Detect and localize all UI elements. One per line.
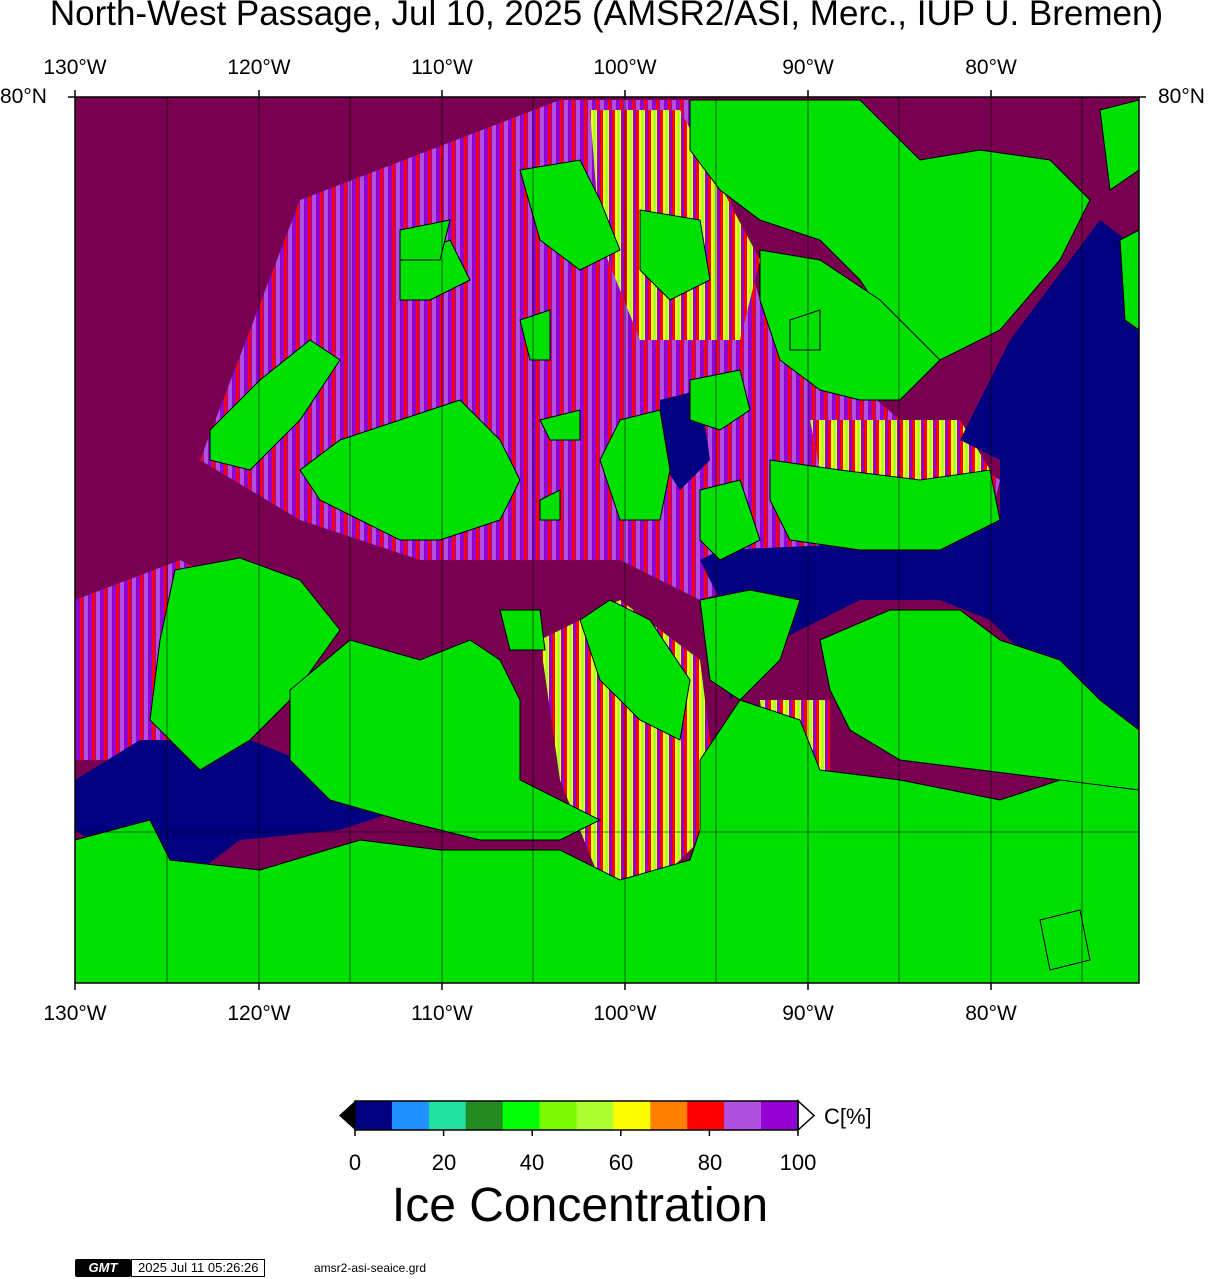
land-bathurst-island <box>599 409 671 521</box>
land-southampton <box>1039 909 1091 971</box>
lat-label-left-80n: 80°N <box>0 85 47 108</box>
colorbar-segment-7 <box>613 1101 651 1130</box>
colorbar-title: Ice Concentration <box>391 1179 769 1232</box>
colorbar-min-triangle <box>339 1101 355 1130</box>
lon-label-top-130w: 130°W <box>43 56 107 79</box>
map-title: North-West Passage, Jul 10, 2025 (AMSR2/… <box>49 0 1164 33</box>
land-victoria-island <box>289 639 602 841</box>
land-baffin-island <box>819 609 1139 791</box>
gmt-logo: GMT <box>75 1259 131 1277</box>
colorbar-tick-100: 100 <box>779 1150 817 1175</box>
land-islet-4 <box>499 609 546 651</box>
colorbar-tick-80: 80 <box>697 1150 723 1175</box>
lon-label-bottom-120w: 120°W <box>227 1002 291 1025</box>
lon-label-top-120w: 120°W <box>227 56 291 79</box>
colorbar-segment-11 <box>761 1101 799 1130</box>
lon-label-top-80w: 80°W <box>965 56 1017 79</box>
colorbar-segment-6 <box>576 1101 614 1130</box>
lat-label-right-80n: 80°N <box>1158 85 1205 108</box>
land-prince-of-wales-island <box>699 479 761 561</box>
colorbar-segment-0 <box>355 1101 393 1130</box>
land-axel-heiberg <box>759 249 941 401</box>
colorbar-max-triangle <box>797 1099 816 1132</box>
open-water-baffin <box>700 220 1139 740</box>
colorbar-segment-1 <box>391 1101 430 1130</box>
colorbar-unit: C[%] <box>824 1104 872 1129</box>
colorbar-segment-10 <box>724 1101 762 1130</box>
colorbar-segment-3 <box>465 1101 504 1130</box>
colorbar-tick-40: 40 <box>519 1150 545 1175</box>
land-islet-1 <box>539 409 581 441</box>
colorbar-segment-4 <box>502 1101 541 1130</box>
colorbar-segment-9 <box>687 1101 725 1130</box>
colorbar-segment-8 <box>650 1101 688 1130</box>
lon-label-bottom-80w: 80°W <box>965 1002 1017 1025</box>
lon-label-bottom-130w: 130°W <box>43 1002 107 1025</box>
lon-label-top-100w: 100°W <box>593 56 657 79</box>
map-frame <box>74 96 1140 984</box>
land-greenland-edge <box>1119 229 1139 331</box>
land-north-ellesmere-east <box>1099 99 1139 191</box>
land-islet-3 <box>789 309 821 351</box>
land-cornwallis-island <box>689 369 751 431</box>
grid-filename: amsr2-asi-seaice.grd <box>314 1261 427 1275</box>
land-ellef-ringnes <box>519 159 621 271</box>
colorbar <box>339 1099 816 1136</box>
land-amund-ringnes <box>639 209 711 301</box>
colorbar-tick-20: 20 <box>431 1150 457 1175</box>
land-borden-island <box>399 219 451 261</box>
colorbar-tick-60: 60 <box>608 1150 634 1175</box>
land-islet-5 <box>539 489 561 521</box>
lon-label-top-90w: 90°W <box>782 56 834 79</box>
land-islet-2 <box>519 309 551 361</box>
timestamp: 2025 Jul 11 05:26:26 <box>131 1259 266 1277</box>
lon-label-bottom-110w: 110°W <box>411 1002 473 1025</box>
lon-label-bottom-90w: 90°W <box>782 1002 834 1025</box>
colorbar-segment-5 <box>539 1101 577 1130</box>
colorbar-segment-2 <box>428 1101 467 1130</box>
land-devon-island <box>769 459 1001 551</box>
land-banks-island <box>149 557 341 771</box>
land-boothia-peninsula <box>579 599 691 741</box>
lon-label-bottom-100w: 100°W <box>593 1002 657 1025</box>
land-prince-patrick-island <box>209 339 341 471</box>
colorbar-tick-0: 0 <box>348 1150 362 1175</box>
lon-label-top-110w: 110°W <box>411 56 473 79</box>
colorbar-border <box>354 1100 799 1131</box>
land-somerset-island <box>699 589 801 701</box>
land-melville-island <box>299 399 521 541</box>
